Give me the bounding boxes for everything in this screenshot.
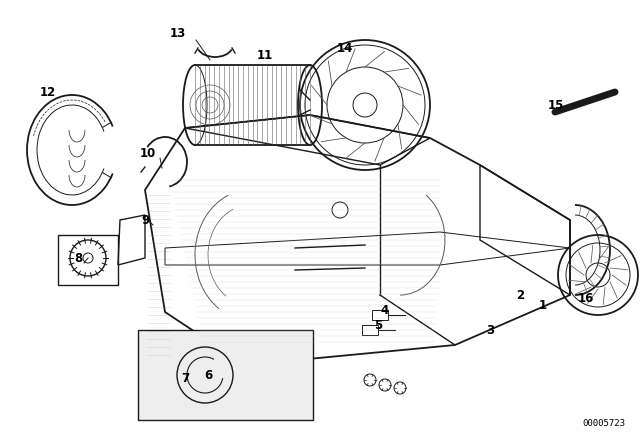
Text: 16: 16 (578, 292, 594, 305)
Text: 3: 3 (486, 323, 494, 336)
Text: 12: 12 (40, 86, 56, 99)
Text: 1: 1 (539, 298, 547, 311)
Text: 2: 2 (516, 289, 524, 302)
Text: 6: 6 (204, 369, 212, 382)
Text: 4: 4 (381, 303, 389, 316)
Text: 15: 15 (548, 99, 564, 112)
Text: 7: 7 (181, 371, 189, 384)
Text: 9: 9 (141, 214, 149, 227)
Text: 11: 11 (257, 48, 273, 61)
Text: 5: 5 (374, 319, 382, 332)
Polygon shape (138, 330, 313, 420)
Text: 10: 10 (140, 146, 156, 159)
Text: 13: 13 (170, 26, 186, 39)
Text: 14: 14 (337, 42, 353, 55)
Text: 00005723: 00005723 (582, 419, 625, 428)
Text: 8: 8 (74, 251, 82, 264)
